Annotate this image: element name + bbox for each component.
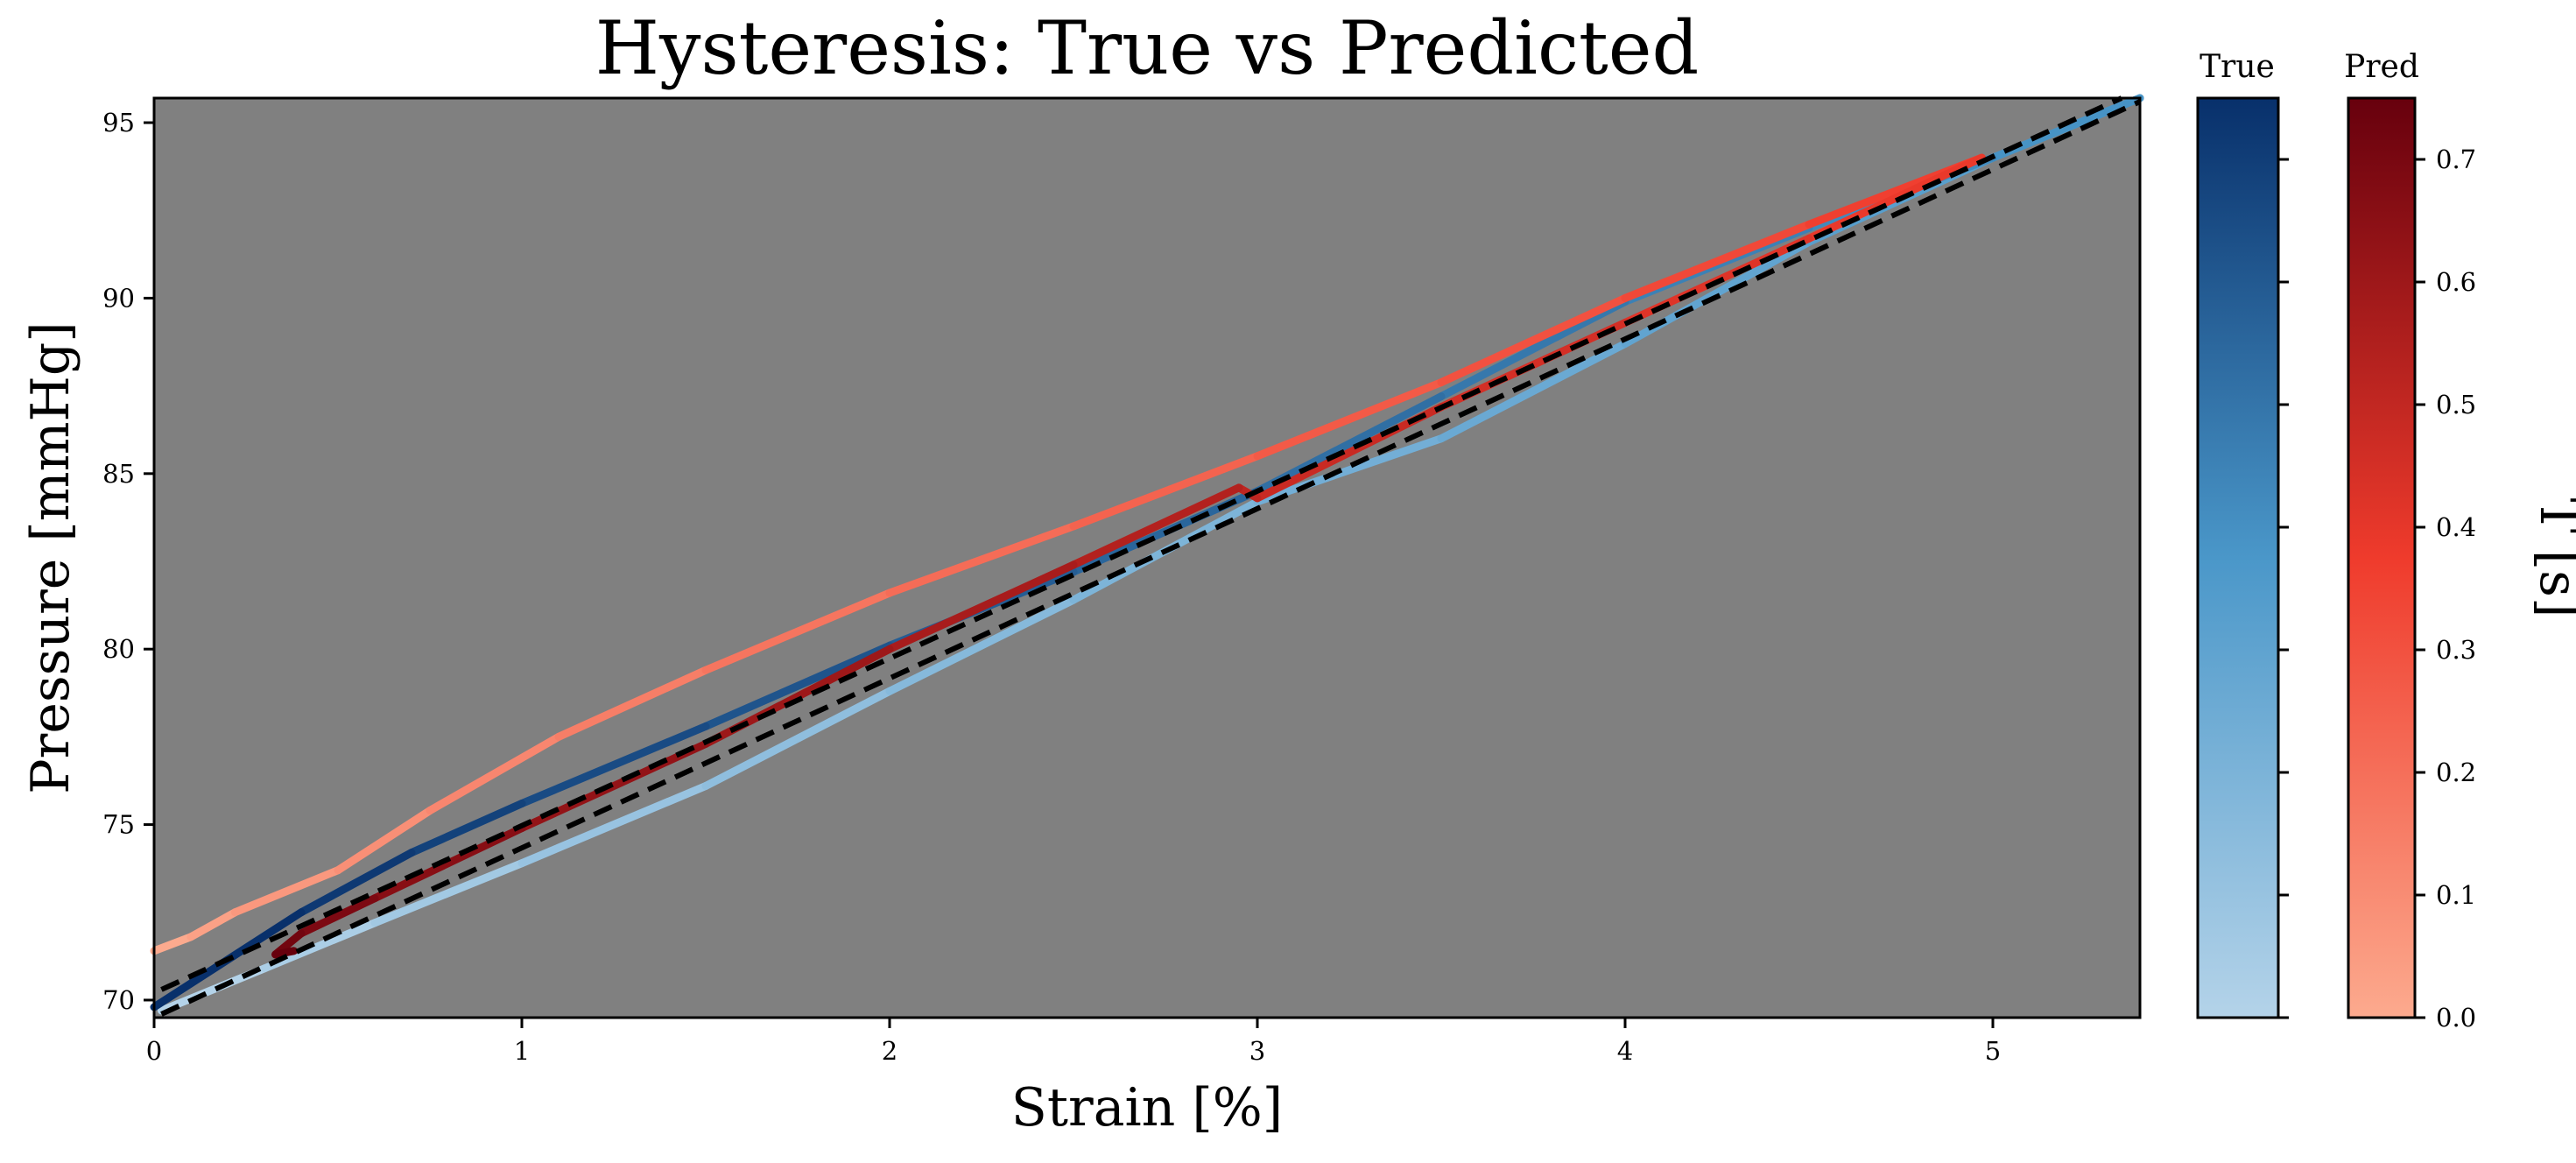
series-pred-segment (334, 807, 434, 875)
reference-dashed-line (160, 99, 2142, 1017)
colorbar-pred-ticks: 0.0 0.1 0.2 0.3 0.4 0.5 0.6 0.7 (2415, 144, 2476, 1033)
x-tick-label: 1 (514, 1036, 530, 1066)
series-pred-segment (187, 908, 239, 941)
colorbar-true (2196, 96, 2280, 1019)
series-pred-segment (885, 522, 1078, 597)
y-tick-label: 80 (102, 634, 135, 664)
series-true-segment (407, 800, 526, 857)
y-tick-label: 70 (102, 985, 135, 1015)
series-pred-segment (885, 560, 1078, 653)
x-axis: 0 1 2 3 4 5 (146, 1018, 2001, 1066)
colorbar-true-ticks (2278, 158, 2289, 1019)
plot-frame (152, 96, 2142, 1019)
x-axis-label: Strain [%] (1011, 1077, 1283, 1138)
y-tick-label: 95 (102, 108, 135, 137)
series-pred-segment (150, 933, 195, 955)
colorbar-tick-label: 0.1 (2436, 880, 2476, 910)
colorbar-tick-label: 0.6 (2436, 267, 2476, 297)
series-pred-segment (271, 947, 299, 959)
series-pred-segment (554, 666, 710, 741)
y-tick-label: 85 (102, 459, 135, 489)
colorbar-tick-label: 0.3 (2436, 635, 2476, 665)
series-pred-segment (370, 824, 526, 903)
x-tick-label: 4 (1617, 1036, 1633, 1066)
series-true-segment (1437, 340, 1629, 443)
series-pred-segment (701, 589, 894, 674)
x-tick-label: 0 (146, 1036, 162, 1066)
series-true-segment (701, 641, 894, 730)
colorbar-pred-label: T [s] (2528, 498, 2576, 618)
colorbar-tick-label: 0.2 (2436, 758, 2476, 787)
colorbar-pred (2347, 96, 2417, 1019)
colorbar-pred-title: Pred (2344, 49, 2419, 85)
y-tick-label: 75 (102, 810, 135, 840)
series-true-segment (885, 596, 1078, 695)
series-true-segment (297, 849, 416, 917)
series-true-segment (370, 859, 526, 927)
colorbar-tick-label: 0.7 (2436, 144, 2476, 174)
series-pred-segment (426, 732, 563, 815)
series-pred-segment (1437, 293, 1629, 387)
x-tick-label: 2 (882, 1036, 897, 1066)
y-axis: 70 75 80 85 90 95 (102, 108, 154, 1015)
y-axis-label: Pressure [mmHg] (20, 321, 81, 793)
series-pred-segment (1253, 378, 1446, 461)
series-true-segment (1253, 434, 1446, 506)
series-pred-segment (1069, 483, 1243, 569)
colorbar-true-title: True (2199, 49, 2275, 85)
chart-title: Hysteresis: True vs Predicted (595, 5, 1700, 91)
x-tick-label: 3 (1249, 1036, 1265, 1066)
series-pred-segment (297, 894, 379, 938)
series-pred-segment (230, 866, 342, 917)
data-layer (150, 94, 2144, 1017)
series-pred-segment (1621, 220, 1813, 302)
series-true-segment (517, 722, 710, 808)
colorbar-tick-label: 0.0 (2436, 1003, 2476, 1033)
series-true-segment (701, 687, 894, 790)
y-tick-label: 90 (102, 283, 135, 313)
colorbar-tick-label: 0.5 (2436, 390, 2476, 419)
x-tick-label: 5 (1985, 1036, 2001, 1066)
series-pred-segment (1069, 452, 1262, 531)
reference-dashed-line (160, 95, 2123, 992)
series-true-segment (1437, 297, 1629, 401)
series-true-segment (517, 781, 710, 868)
colorbar-tick-label: 0.4 (2436, 512, 2476, 542)
